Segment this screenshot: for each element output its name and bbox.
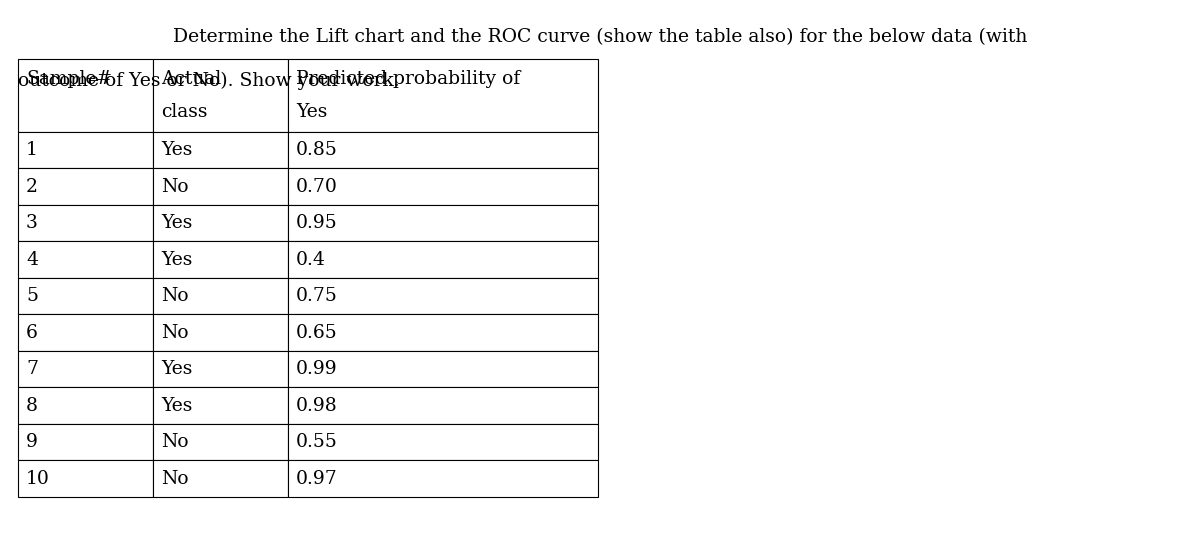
Text: 0.97: 0.97 <box>296 470 337 488</box>
Bar <box>288 460 598 497</box>
Text: 10: 10 <box>26 470 50 488</box>
Text: Yes: Yes <box>161 214 192 232</box>
Text: 4: 4 <box>26 251 38 269</box>
Text: Yes: Yes <box>161 141 192 159</box>
Bar <box>154 315 288 351</box>
Text: 0.99: 0.99 <box>296 360 337 378</box>
Bar <box>18 424 154 460</box>
Bar <box>18 460 154 497</box>
Text: Yes: Yes <box>296 102 328 121</box>
Text: Actual: Actual <box>161 70 221 89</box>
Text: 0.98: 0.98 <box>296 397 337 415</box>
Text: 0.70: 0.70 <box>296 178 338 196</box>
Text: 2: 2 <box>26 178 38 196</box>
Text: 5: 5 <box>26 288 38 305</box>
Bar <box>18 315 154 351</box>
Bar <box>18 278 154 315</box>
Text: Predicted probability of: Predicted probability of <box>296 70 521 89</box>
Text: 0.55: 0.55 <box>296 433 338 452</box>
Bar <box>18 132 154 168</box>
Bar <box>154 242 288 278</box>
Bar <box>18 351 154 387</box>
Bar <box>154 387 288 424</box>
Text: 0.65: 0.65 <box>296 324 337 342</box>
Text: 7: 7 <box>26 360 38 378</box>
Text: No: No <box>161 470 188 488</box>
Bar <box>288 59 598 132</box>
Bar <box>154 351 288 387</box>
Bar <box>154 132 288 168</box>
Text: 1: 1 <box>26 141 38 159</box>
Text: 9: 9 <box>26 433 38 452</box>
Bar <box>18 205 154 242</box>
Text: 3: 3 <box>26 214 38 232</box>
Text: Determine the Lift chart and the ROC curve (show the table also) for the below d: Determine the Lift chart and the ROC cur… <box>173 28 1027 46</box>
Text: Sample#: Sample# <box>26 70 112 89</box>
Bar <box>288 168 598 205</box>
Bar <box>154 168 288 205</box>
Bar <box>288 387 598 424</box>
Text: No: No <box>161 433 188 452</box>
Text: 0.85: 0.85 <box>296 141 338 159</box>
Bar <box>18 242 154 278</box>
Bar <box>154 205 288 242</box>
Bar <box>288 132 598 168</box>
Text: No: No <box>161 288 188 305</box>
Bar <box>154 278 288 315</box>
Text: 0.75: 0.75 <box>296 288 338 305</box>
Bar <box>288 351 598 387</box>
Text: Yes: Yes <box>161 397 192 415</box>
Bar <box>288 315 598 351</box>
Text: 0.4: 0.4 <box>296 251 326 269</box>
Text: No: No <box>161 324 188 342</box>
Text: Yes: Yes <box>161 251 192 269</box>
Bar <box>154 59 288 132</box>
Text: 6: 6 <box>26 324 38 342</box>
Bar <box>288 278 598 315</box>
Bar <box>288 242 598 278</box>
Text: 0.95: 0.95 <box>296 214 337 232</box>
Text: class: class <box>161 102 208 121</box>
Text: outcome of Yes or No). Show your work.: outcome of Yes or No). Show your work. <box>18 72 400 90</box>
Text: No: No <box>161 178 188 196</box>
Bar <box>154 460 288 497</box>
Bar <box>18 168 154 205</box>
Bar <box>18 387 154 424</box>
Text: Yes: Yes <box>161 360 192 378</box>
Bar <box>18 59 154 132</box>
Text: 8: 8 <box>26 397 38 415</box>
Bar <box>288 424 598 460</box>
Bar <box>154 424 288 460</box>
Bar <box>288 205 598 242</box>
